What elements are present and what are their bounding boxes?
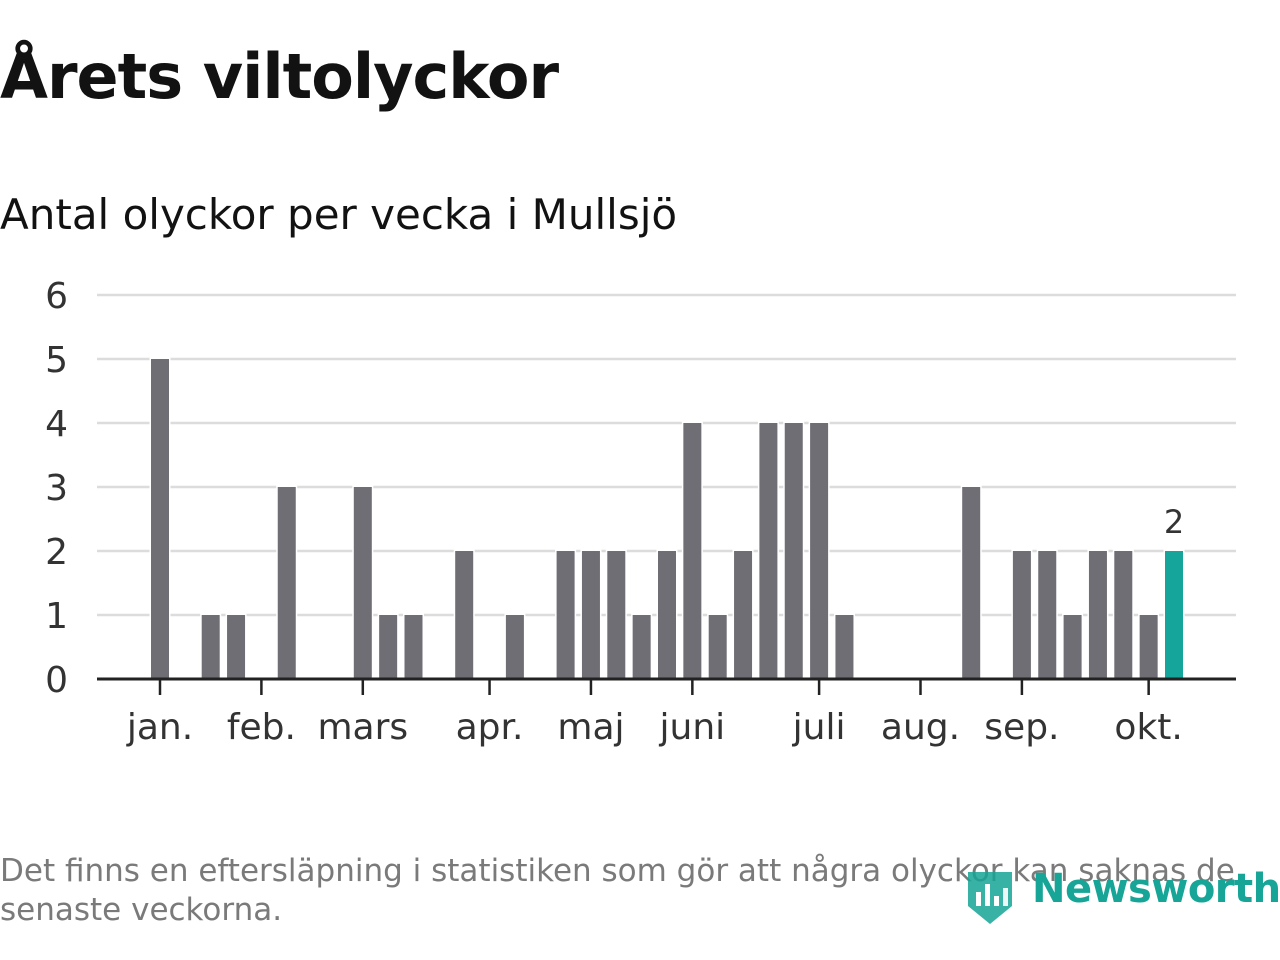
bar — [732, 549, 754, 681]
bar — [707, 613, 729, 681]
x-tick-label: jan. — [126, 707, 193, 748]
x-tick-label: sep. — [984, 707, 1059, 748]
x-tick-label: okt. — [1114, 707, 1182, 748]
x-tick-label: maj — [557, 707, 624, 748]
y-tick-label: 5 — [45, 340, 68, 381]
bar — [225, 613, 247, 681]
y-tick-label: 4 — [45, 404, 68, 445]
bar — [149, 357, 171, 681]
y-tick-label: 1 — [45, 596, 68, 637]
chart-title: Årets viltolyckor — [0, 40, 559, 113]
bar — [681, 421, 703, 681]
bar — [504, 613, 526, 681]
chart-subtitle: Antal olyckor per vecka i Mullsjö — [0, 190, 678, 239]
bar — [960, 485, 982, 681]
bar — [352, 485, 374, 681]
bar — [403, 613, 424, 681]
bar — [1138, 613, 1160, 681]
bar — [757, 421, 779, 681]
brand-name: Newsworthy — [1032, 866, 1280, 912]
x-tick-label: juni — [659, 707, 726, 748]
bar — [1036, 549, 1058, 681]
bar — [200, 613, 222, 681]
data-label: 2 — [1164, 503, 1184, 541]
bar — [1112, 549, 1134, 681]
bar — [808, 421, 830, 681]
y-tick-label: 3 — [45, 468, 68, 509]
bar — [656, 549, 678, 681]
x-tick-label: aug. — [881, 707, 960, 748]
brand-logo: Newsworthy — [964, 860, 1280, 930]
bar — [580, 549, 602, 681]
y-tick-label: 2 — [45, 532, 68, 573]
bar-highlight — [1163, 549, 1185, 681]
bar-chart-shield-icon — [968, 872, 1012, 924]
x-tick-label: feb. — [227, 707, 296, 748]
footnote: Det finns en eftersläpning i statistiken… — [0, 853, 1235, 928]
bar — [1087, 549, 1109, 681]
bar — [1011, 549, 1033, 681]
bar — [833, 613, 855, 681]
bar — [631, 613, 653, 681]
bar — [453, 549, 475, 681]
y-tick-label: 0 — [45, 660, 68, 701]
y-tick-label: 6 — [45, 276, 68, 317]
bar — [783, 421, 805, 681]
bar — [605, 549, 627, 681]
bar — [555, 549, 577, 681]
x-tick-label: juli — [792, 707, 846, 748]
x-tick-label: mars — [317, 707, 408, 748]
x-tick-label: apr. — [456, 707, 524, 748]
bar — [1062, 613, 1084, 681]
bar-chart: 0 1 2 3 4 5 6 2 jan. feb. mars apr. maj juni juli aug. s… — [45, 276, 1236, 748]
bar — [377, 613, 399, 681]
bar — [276, 485, 298, 681]
